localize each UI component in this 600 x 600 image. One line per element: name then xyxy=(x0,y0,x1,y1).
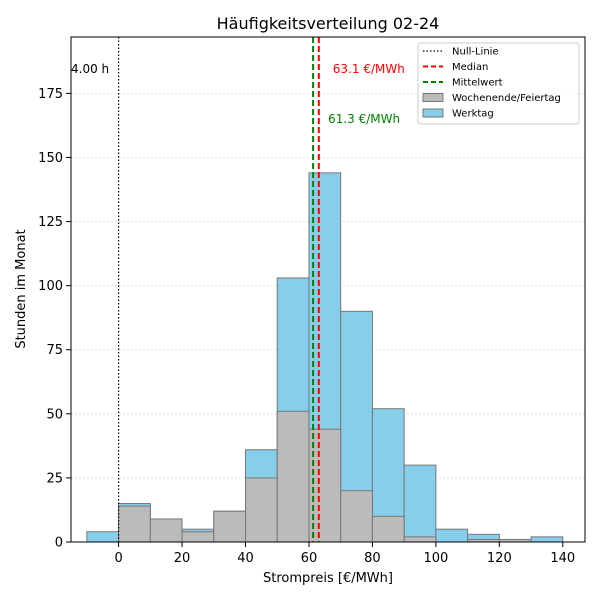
bar-wochenende xyxy=(340,490,373,543)
legend-wochenende-label: Wochenende/Feiertag xyxy=(452,93,561,104)
bar-wochenende xyxy=(118,505,151,543)
legend: Null-Linie Median Mittelwert Wochenende/Fei… xyxy=(417,42,580,125)
legend-werktag-label: Werktag xyxy=(452,109,494,120)
legend-werktag-swatch xyxy=(422,108,444,118)
null-line-hours-label: 4.00 h xyxy=(71,62,109,76)
bar-wochenende xyxy=(213,510,247,543)
x-tick-label: 80 xyxy=(364,551,381,566)
bar-wochenende xyxy=(245,477,278,543)
legend-median-label: Median xyxy=(452,62,488,73)
bar-werktag xyxy=(86,531,120,543)
median-value-label: 63.1 €/MWh xyxy=(333,62,405,76)
y-tick-label: 125 xyxy=(38,215,63,230)
bar-werktag xyxy=(530,536,564,543)
y-tick-label: 175 xyxy=(38,87,63,102)
legend-wochenende-swatch xyxy=(422,93,444,102)
x-tick-label: 20 xyxy=(174,551,191,566)
reference-lines xyxy=(117,37,320,542)
bar-wochenende xyxy=(403,536,437,543)
bar-werktag xyxy=(403,464,437,543)
x-tick-label: 100 xyxy=(423,551,448,566)
y-tick-label: 150 xyxy=(38,151,63,166)
x-tick-label: 0 xyxy=(114,551,122,566)
y-tick-label: 50 xyxy=(46,407,63,422)
y-tick-label: 25 xyxy=(46,471,63,486)
y-axis-ticks: 0 25 50 75 100 125 150 175 xyxy=(38,87,71,551)
x-axis-ticks: 0 20 40 60 80 100 120 140 xyxy=(114,542,575,566)
legend-box xyxy=(417,42,580,125)
bar-wochenende xyxy=(371,515,405,543)
x-tick-label: 60 xyxy=(301,551,318,566)
y-tick-label: 100 xyxy=(38,279,63,294)
legend-null-line-label: Null-Linie xyxy=(452,47,499,58)
y-tick-label: 0 xyxy=(55,536,63,551)
mean-value-label: 61.3 €/MWh xyxy=(328,112,400,126)
y-axis-label: Stunden im Monat xyxy=(14,229,29,348)
x-tick-label: 40 xyxy=(237,551,254,566)
x-tick-label: 120 xyxy=(487,551,512,566)
bar-wochenende xyxy=(308,428,342,543)
bar-wochenende xyxy=(181,531,215,543)
plot-frame xyxy=(70,36,586,543)
bar-werktag xyxy=(435,528,469,543)
legend-mean-label: Mittelwert xyxy=(452,78,503,89)
bar-wochenende xyxy=(149,518,183,543)
y-tick-label: 75 xyxy=(46,343,63,358)
chart-title: Häufigkeitsverteilung 02-24 xyxy=(217,14,440,33)
histogram-bars xyxy=(86,172,564,543)
x-tick-label: 140 xyxy=(550,551,575,566)
x-axis-label: Strompreis [€/MWh] xyxy=(263,571,393,586)
bar-wochenende xyxy=(276,410,310,543)
